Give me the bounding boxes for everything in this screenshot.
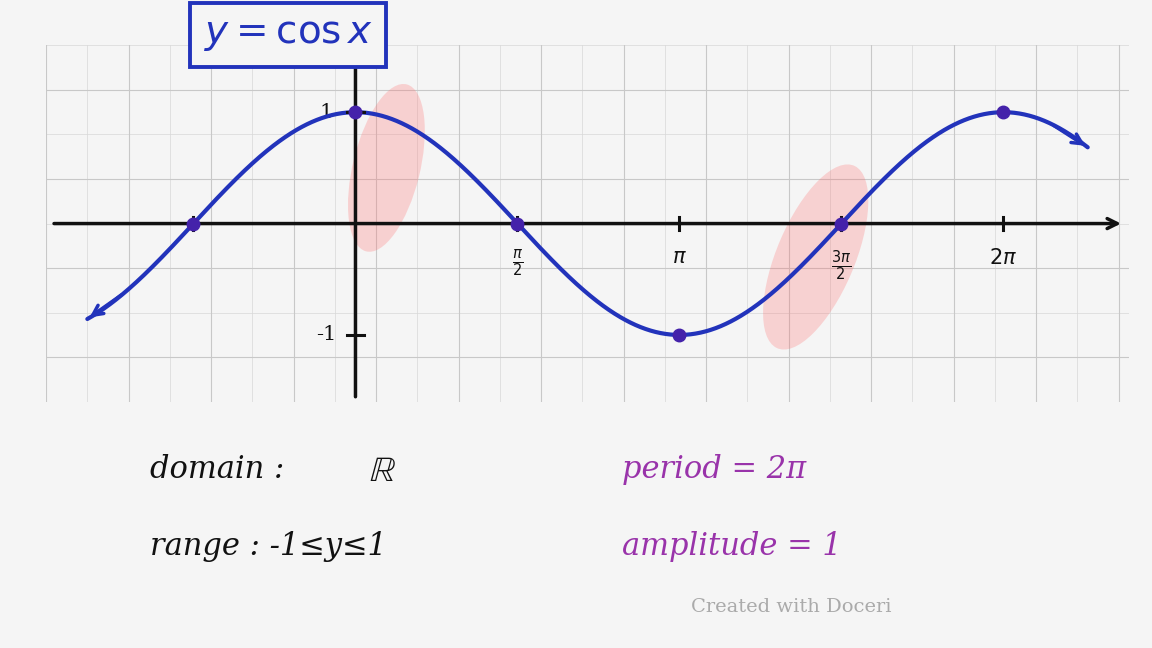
Text: $\frac{3\pi}{2}$: $\frac{3\pi}{2}$ <box>832 248 851 283</box>
Text: 1: 1 <box>319 102 333 122</box>
Text: Created with Doceri: Created with Doceri <box>691 597 892 616</box>
Text: $\mathbb{R}$: $\mathbb{R}$ <box>369 454 395 487</box>
Text: $\pi$: $\pi$ <box>672 248 687 267</box>
Text: $y=\cos x$: $y=\cos x$ <box>204 16 372 53</box>
Ellipse shape <box>763 165 869 349</box>
Text: range : -1≤y≤1: range : -1≤y≤1 <box>150 531 387 562</box>
Text: domain :: domain : <box>150 454 294 485</box>
Text: $2\pi$: $2\pi$ <box>990 248 1017 268</box>
Text: -1: -1 <box>317 325 336 345</box>
Ellipse shape <box>348 84 425 252</box>
Text: period = 2π: period = 2π <box>622 454 806 485</box>
Text: amplitude = 1: amplitude = 1 <box>622 531 842 562</box>
Text: $\frac{\pi}{2}$: $\frac{\pi}{2}$ <box>511 248 523 279</box>
